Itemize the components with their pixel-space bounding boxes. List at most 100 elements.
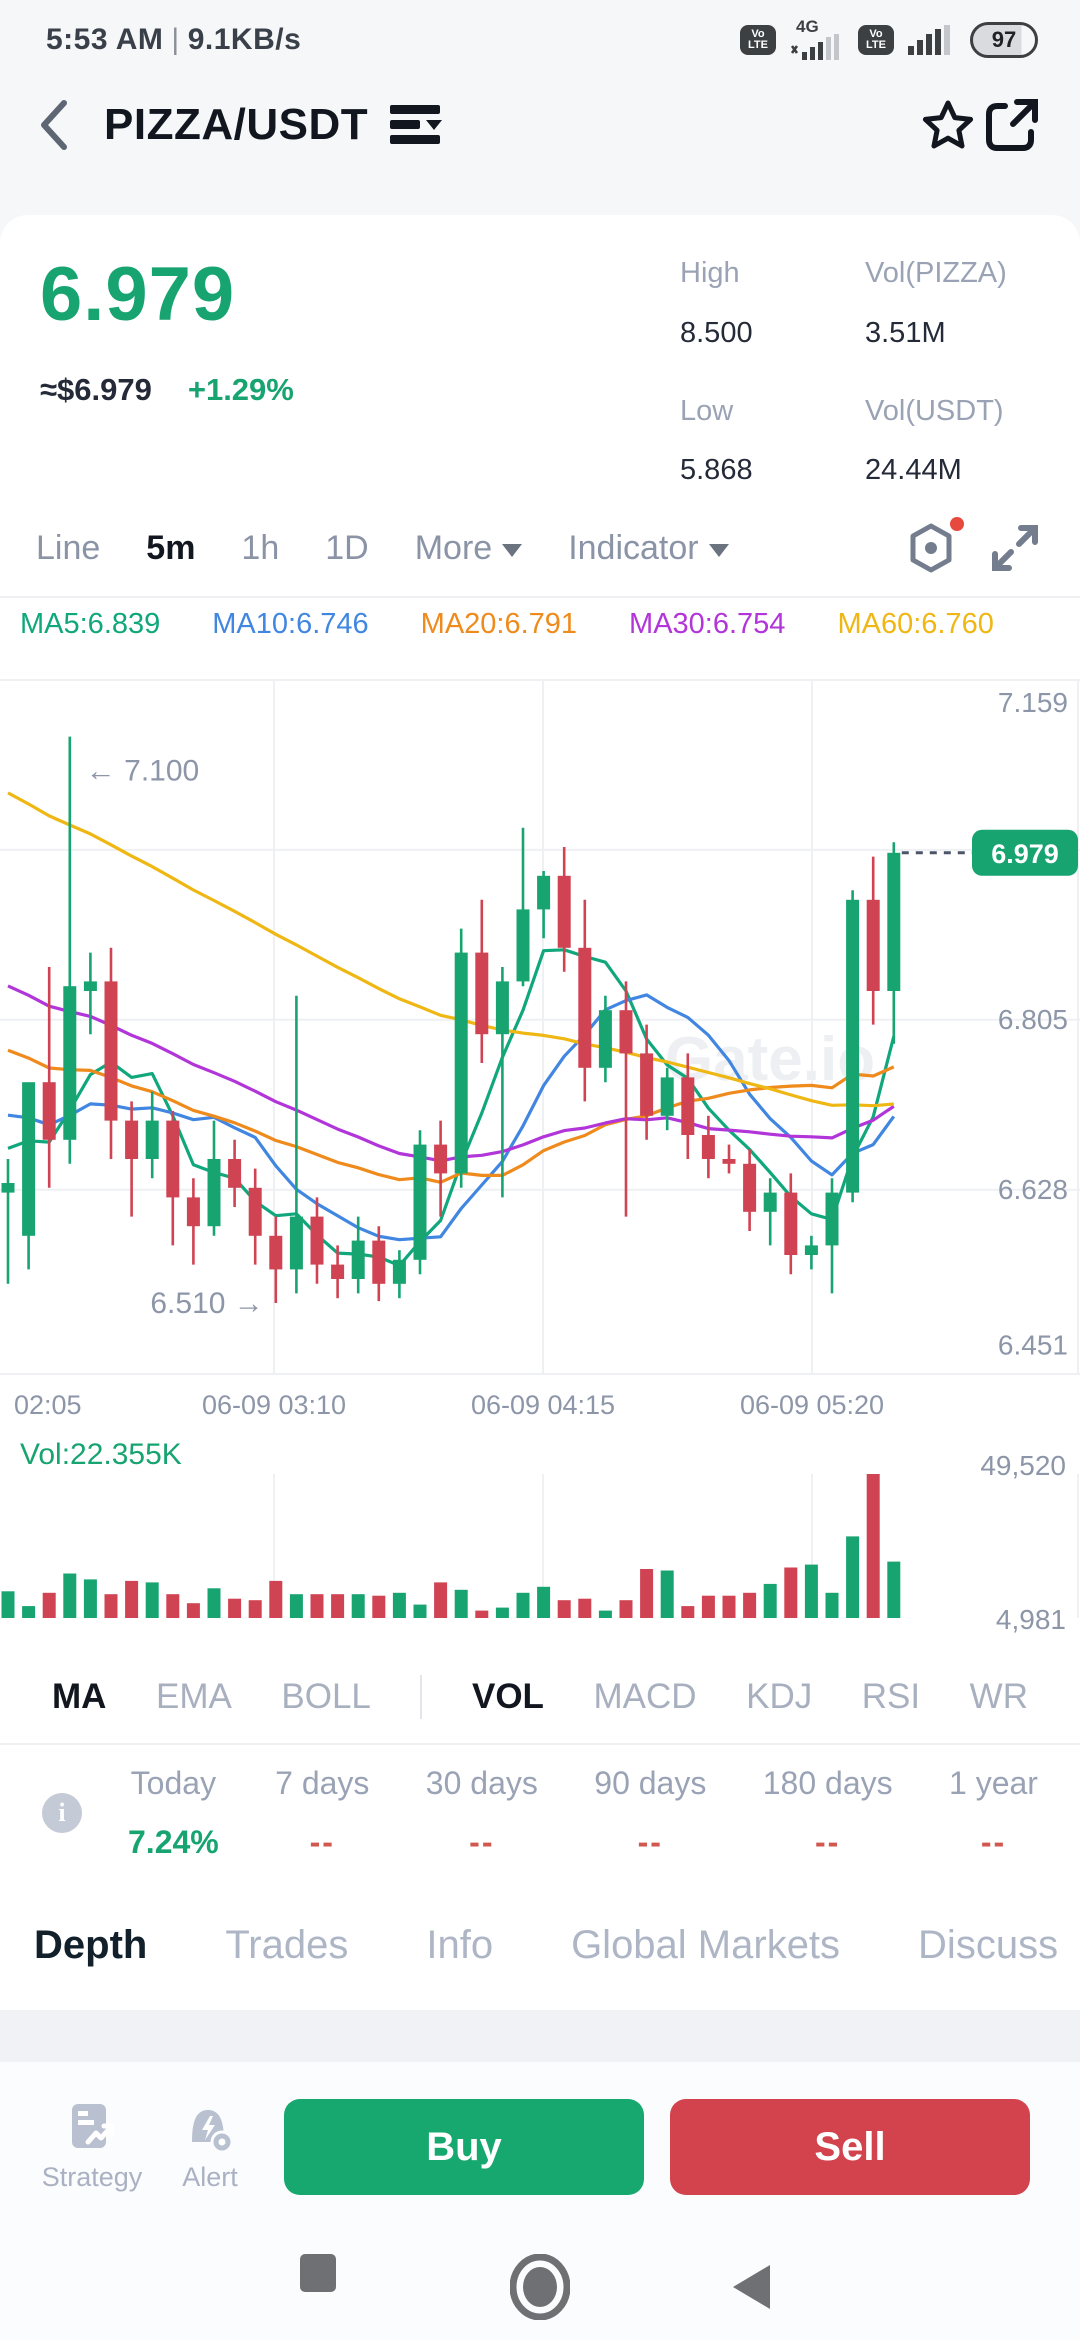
tab-boll[interactable]: BOLL <box>281 1676 371 1716</box>
tab-depth[interactable]: Depth <box>30 1923 152 1976</box>
buy-button[interactable]: Buy <box>284 2099 644 2195</box>
volume-value-label: Vol:22.355K <box>20 1438 182 1471</box>
vol-base-value: 3.51M <box>865 316 946 349</box>
svg-text:06-09 04:15: 06-09 04:15 <box>471 1390 615 1420</box>
indicator-tab-bar: MA EMA BOLL VOL MACD KDJ RSI WR <box>0 1650 1080 1745</box>
share-button[interactable] <box>980 95 1044 155</box>
vol-quote-label: Vol(USDT) <box>865 394 1004 427</box>
volume-chart[interactable]: Vol:22.355K 49,520 4,981 <box>0 1432 1080 1650</box>
perf-today: Today 7.24% <box>128 1764 219 1860</box>
perf-180d: 180 days -- <box>762 1764 893 1860</box>
indicator-dropdown[interactable]: Indicator <box>568 529 729 568</box>
ma20-value: MA20:6.791 <box>420 607 578 640</box>
market-stats: High Vol(PIZZA) 8.500 3.51M Low Vol(USDT… <box>680 251 1040 500</box>
candlestick-svg: Gate.io 7.159 6.805 6.628 6.451 02:05 06-09 03… <box>0 679 1080 1420</box>
performance-row: i Today 7.24% 7 days -- 30 days -- 90 da… <box>0 1745 1080 1880</box>
svg-text:6.979: 6.979 <box>991 839 1059 869</box>
status-bar: 5:53 AM | 9.1KB/s Vo LTE 4G Vo LTE 97 <box>0 0 1080 70</box>
fullscreen-button[interactable] <box>986 519 1044 577</box>
svg-text:06-09 05:20: 06-09 05:20 <box>740 1390 884 1420</box>
svg-text:7.159: 7.159 <box>998 687 1068 718</box>
info-icon[interactable]: i <box>42 1792 82 1833</box>
last-price: 6.979 <box>40 252 236 337</box>
star-icon <box>922 100 974 149</box>
perf-1y: 1 year -- <box>949 1764 1038 1860</box>
volte-icon: Vo LTE <box>740 25 776 55</box>
svg-text:6.510 →: 6.510 → <box>150 1287 263 1320</box>
status-net-speed: 9.1KB/s <box>187 23 302 56</box>
favorite-button[interactable] <box>916 95 980 155</box>
ma-legend: MA5:6.839 MA10:6.746 MA20:6.791 MA30:6.7… <box>0 598 1080 650</box>
tab-ma[interactable]: MA <box>52 1676 107 1716</box>
battery-percent: 97 <box>991 27 1017 52</box>
svg-text:6.805: 6.805 <box>998 1004 1068 1035</box>
home-button[interactable] <box>510 2254 570 2320</box>
battery-icon: 97 <box>970 22 1038 58</box>
fiat-price: ≈$6.979 <box>40 372 152 407</box>
tab-macd[interactable]: MACD <box>593 1676 697 1716</box>
tab-1h[interactable]: 1h <box>241 528 280 567</box>
volte-icon-2: Vo LTE <box>858 25 894 55</box>
svg-text:Gate.io: Gate.io <box>665 1025 875 1094</box>
vol-base-label: Vol(PIZZA) <box>865 257 1007 289</box>
low-label: Low <box>680 394 734 427</box>
tab-kdj[interactable]: KDJ <box>746 1676 813 1716</box>
candlestick-chart[interactable]: Gate.io 7.159 6.805 6.628 6.451 02:05 06-09 03… <box>0 650 1080 1432</box>
app-header: PIZZA/USDT <box>0 70 1080 180</box>
svg-text:← 7.100: ← 7.100 <box>86 755 199 788</box>
svg-text:6.451: 6.451 <box>998 1330 1068 1361</box>
tab-1d[interactable]: 1D <box>325 528 369 567</box>
sell-button[interactable]: Sell <box>670 2099 1030 2195</box>
tab-wr[interactable]: WR <box>969 1676 1028 1716</box>
perf-7d: 7 days -- <box>275 1764 370 1860</box>
vol-quote-value: 24.44M <box>865 454 962 487</box>
signal-bars-icon-2 <box>908 25 950 55</box>
fullscreen-icon <box>992 525 1038 571</box>
status-time: 5:53 AM <box>46 23 164 56</box>
divider <box>420 1674 423 1719</box>
tab-ema[interactable]: EMA <box>155 1676 232 1716</box>
notification-dot <box>950 517 964 531</box>
tab-discuss[interactable]: Discuss <box>918 1922 1059 1967</box>
pair-selector-button[interactable] <box>388 103 443 147</box>
section-gap <box>0 2010 1080 2062</box>
detail-tab-bar: Depth Trades Info Global Markets Discuss <box>0 1880 1080 2010</box>
back-button[interactable] <box>36 97 86 153</box>
svg-text:06-09 03:10: 06-09 03:10 <box>202 1390 346 1420</box>
ma30-value: MA30:6.754 <box>629 607 786 640</box>
volume-axis-min: 4,981 <box>995 1604 1066 1635</box>
back-nav-button[interactable] <box>728 2262 772 2312</box>
tab-vol[interactable]: VOL <box>471 1676 544 1716</box>
network-4g-icon: 4G <box>790 18 844 60</box>
android-nav-bar <box>0 2232 1080 2340</box>
tab-info[interactable]: Info <box>426 1922 494 1967</box>
recents-button[interactable] <box>300 2254 336 2292</box>
perf-90d: 90 days -- <box>594 1764 707 1860</box>
tab-rsi[interactable]: RSI <box>861 1676 921 1716</box>
signal-bars-icon <box>790 34 839 60</box>
tab-trades[interactable]: Trades <box>225 1922 349 1967</box>
low-value: 5.868 <box>680 454 753 487</box>
back-chevron-icon <box>41 100 67 150</box>
tab-global-markets[interactable]: Global Markets <box>571 1922 841 1967</box>
strategy-button[interactable]: Strategy <box>32 2102 152 2193</box>
ma5-value: MA5:6.839 <box>20 607 161 640</box>
alert-bell-icon <box>192 2109 234 2153</box>
market-card: 6.979 ≈$6.979 +1.29% High Vol(PIZZA) 8.5… <box>0 215 1080 2010</box>
volume-svg <box>1 1474 1079 1618</box>
gear-icon <box>910 523 952 573</box>
svg-text:6.628: 6.628 <box>998 1174 1068 1205</box>
chart-settings-button[interactable] <box>902 517 964 577</box>
tab-5m[interactable]: 5m <box>146 528 196 567</box>
tab-line[interactable]: Line <box>36 528 101 567</box>
more-dropdown[interactable]: More <box>415 529 523 568</box>
chart-toolbar: Line 5m 1h 1D More Indicator <box>0 500 1080 598</box>
high-value: 8.500 <box>680 316 753 349</box>
high-label: High <box>680 257 740 289</box>
share-external-icon <box>986 99 1038 151</box>
chevron-down-icon <box>708 543 729 557</box>
alert-button[interactable]: Alert <box>160 2102 260 2193</box>
pair-list-icon <box>390 105 443 144</box>
perf-30d: 30 days -- <box>425 1764 538 1860</box>
price-change-percent: +1.29% <box>187 372 294 407</box>
